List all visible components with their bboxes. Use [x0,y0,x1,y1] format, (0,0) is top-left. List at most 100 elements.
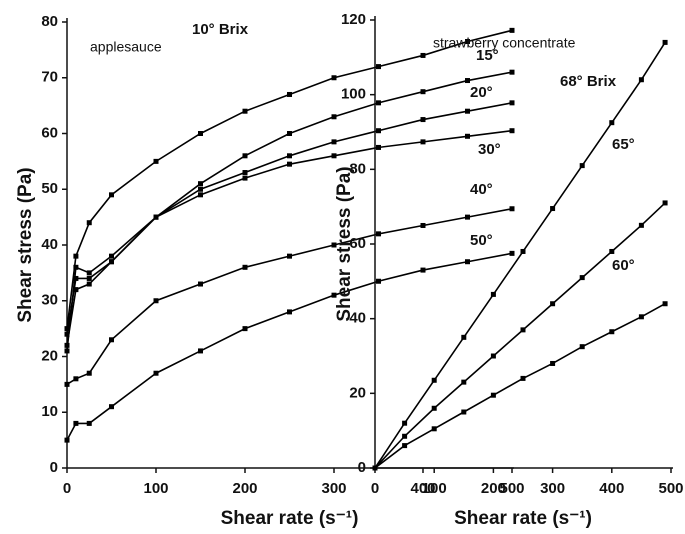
data-point [509,206,515,212]
series-line [374,202,666,469]
data-point [198,348,203,354]
data-point [461,379,467,385]
data-point [431,405,437,411]
x-tick-label: 500 [499,480,524,497]
data-point [73,376,79,382]
x-axis-label: Shear rate (s⁻¹) [221,508,359,529]
data-point [64,437,70,443]
x-tick-label: 100 [422,480,447,497]
data-point [86,370,92,376]
data-point [376,278,381,284]
data-point [509,69,515,75]
data-point [73,253,79,259]
data-point [376,64,381,70]
data-point [331,292,337,298]
data-point [331,153,337,159]
series-label: 68° Brix [560,73,617,90]
data-point [86,270,92,276]
y-tick-label: 100 [341,86,366,103]
data-point [198,186,203,192]
data-point [490,392,496,398]
panel-annotation: applesauce [90,39,162,55]
data-point [109,192,114,198]
data-point [86,420,92,426]
y-tick-label: 80 [349,160,366,177]
y-tick-label: 20 [41,347,58,364]
data-point [402,433,408,439]
data-point [64,326,70,332]
data-point [198,131,203,136]
data-point [579,163,585,169]
series-label: 20° [470,84,493,101]
data-point [109,337,114,343]
data-point [609,120,615,126]
data-point [520,248,526,254]
data-point [73,287,79,293]
data-point [73,264,79,270]
data-point [198,192,203,198]
data-point [331,114,337,120]
data-point [431,426,437,432]
data-point [86,281,92,287]
x-tick-label: 400 [599,480,624,497]
x-tick-label: 300 [321,480,346,497]
data-point [465,108,470,114]
y-tick-label: 40 [41,236,58,253]
data-point [461,409,467,415]
x-tick-label: 500 [658,480,683,497]
data-point [287,161,292,167]
data-point [153,214,159,220]
data-point [662,39,668,45]
data-point [420,139,426,145]
data-point [662,200,668,206]
data-point [490,291,496,297]
data-point [402,420,408,426]
data-point [638,222,644,228]
data-point [331,139,337,145]
series-label: 60° [612,257,635,274]
data-point [287,91,292,97]
data-point [198,181,203,187]
data-point [376,144,381,150]
data-point [153,370,159,376]
data-point [376,128,381,134]
data-point [550,360,556,366]
y-tick-label: 60 [349,235,366,252]
data-point [509,27,515,33]
data-point [376,231,381,237]
series-line [66,252,513,441]
y-tick-label: 70 [41,69,58,86]
x-tick-label: 400 [410,480,435,497]
data-point [638,314,644,320]
data-point [242,170,248,176]
y-tick-label: 20 [349,384,366,401]
data-point [64,381,70,387]
series-line [66,71,513,335]
y-tick-label: 30 [41,292,58,309]
data-point [662,301,668,307]
data-point [331,75,337,81]
data-point [465,78,470,84]
data-point [520,327,526,333]
data-point [402,443,408,449]
data-point [420,267,426,273]
data-point [465,39,470,45]
y-tick-label: 0 [50,459,58,476]
series-label: 10° Brix [192,21,249,38]
data-point [287,131,292,136]
data-point [465,133,470,139]
data-point [73,420,79,426]
data-point [376,100,381,106]
data-point [420,117,426,123]
series-label: 15° [476,47,499,64]
data-point [109,404,114,410]
data-point [638,77,644,83]
series-line [374,303,666,469]
data-point [153,298,159,304]
data-point [109,253,114,259]
y-tick-label: 50 [41,180,58,197]
x-tick-label: 0 [63,480,71,497]
y-tick-label: 60 [41,124,58,141]
data-point [73,275,79,281]
